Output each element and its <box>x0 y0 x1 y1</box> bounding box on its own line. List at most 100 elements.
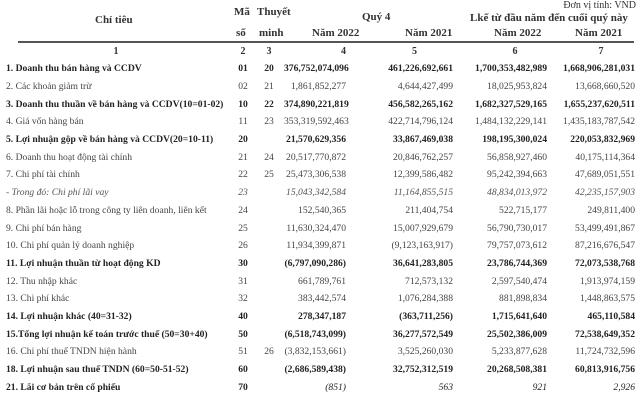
ytd-2021-value: 40,175,114,364 <box>575 151 635 163</box>
row-note <box>254 308 284 326</box>
row-code: 70 <box>238 381 248 393</box>
row-note <box>254 202 284 220</box>
ytd-2021-value: 1,668,906,281,031 <box>563 63 635 75</box>
spacer-cell <box>635 272 640 290</box>
row-label: 12. Thu nhập khác <box>6 275 78 287</box>
q4-2021-value: 36,277,572,549 <box>393 328 453 340</box>
row-note <box>254 131 284 149</box>
ytd-2021-value: 2,926 <box>613 381 635 393</box>
q4-2021-value: (363,711,256) <box>399 310 453 322</box>
q4-2021-value: 3,525,260,030 <box>397 346 453 358</box>
spacer-cell <box>635 308 640 326</box>
row-label: 9. Chi phí bán hàng <box>6 222 82 234</box>
ytd-2021-value: 72,073,538,768 <box>575 257 635 269</box>
row-code: 26 <box>238 240 248 252</box>
row-label: 21. Lãi cơ bản trên cổ phiếu <box>6 381 121 393</box>
q4-2022-value: (6,797,090,286) <box>284 257 346 269</box>
header-so: số <box>236 27 246 39</box>
spacer-cell <box>635 113 640 131</box>
q4-2022-value: 374,890,221,819 <box>284 98 349 110</box>
row-label: 16. Chi phí thuế TNDN hiện hành <box>6 346 137 358</box>
q4-2021-value: 12,399,586,482 <box>393 169 453 181</box>
row-label: 18. Lợi nhuận sau thuế TNDN (60=50-51-52… <box>6 364 189 376</box>
table-row: 2. Các khoản giảm trừ 02 21 1,861,852,277 4,… <box>0 78 640 96</box>
q4-2022-value: 11,934,399,871 <box>286 240 346 252</box>
row-code: 02 <box>238 81 248 93</box>
row-label: 10. Chi phí quản lý doanh nghiệp <box>6 240 135 252</box>
row-code: 22 <box>238 169 248 181</box>
ytd-2021-value: 13,668,660,520 <box>575 81 635 93</box>
table-row: 13. Chi phí khác 32 383,442,574 1,076,284,3… <box>0 290 640 308</box>
row-code: 20 <box>238 134 248 146</box>
ytd-2022-value: 5,233,877,628 <box>491 346 547 358</box>
table-row: 4. Giá vốn hàng bán 11 23 353,319,592,463 42… <box>0 113 640 131</box>
ytd-2022-value: 198,195,300,024 <box>482 134 547 146</box>
ytd-2022-value: 1,715,641,640 <box>491 310 547 322</box>
index-row: 1 2 3 4 5 6 7 <box>0 42 640 60</box>
row-code: 50 <box>238 328 248 340</box>
q4-2021-value: 422,714,796,124 <box>388 116 453 128</box>
table-row: - Trong đó: Chi phí lãi vay 23 15,043,342,… <box>0 184 640 202</box>
table-row: 6. Doanh thu hoạt động tài chính 21 24 20,5… <box>0 148 640 166</box>
row-note <box>254 361 284 379</box>
row-note <box>254 219 284 237</box>
q4-2021-value: 461,226,692,661 <box>388 63 453 75</box>
header-y-2021: Năm 2021 <box>575 27 623 39</box>
ytd-2021-value: 72,538,649,352 <box>575 328 635 340</box>
ytd-2021-value: 1,913,974,159 <box>579 275 635 287</box>
q4-2022-value: 25,473,306,538 <box>286 169 346 181</box>
ytd-2021-value: 1,435,183,787,542 <box>563 116 635 128</box>
table-row: 21. Lãi cơ bản trên cổ phiếu 70 (851) 563 92… <box>0 378 640 396</box>
q4-2022-value: (6,518,743,099) <box>284 328 346 340</box>
q4-2022-value: 11,630,324,470 <box>286 222 346 234</box>
q4-2021-value: 563 <box>438 381 453 393</box>
header-q-2022: Năm 2022 <box>312 27 360 39</box>
ytd-2022-value: 56,790,730,017 <box>487 222 547 234</box>
ytd-2021-value: 47,689,051,551 <box>575 169 635 181</box>
header-thuyet: Thuyết <box>257 6 291 18</box>
income-statement-table: 1 2 3 4 5 6 7 1. Doanh thu bán hàng và C… <box>0 42 640 396</box>
row-label: 14. Lợi nhuận khác (40=31-32) <box>6 310 132 322</box>
index-cell: 3 <box>266 45 272 57</box>
row-label: 3. Doanh thu thuần về bán hàng và CCDV(1… <box>6 98 224 110</box>
row-note: 22 <box>264 98 274 110</box>
row-code: 10 <box>238 98 248 110</box>
row-label: 1. Doanh thu bán hàng và CCDV <box>6 63 142 75</box>
ytd-2021-value: 87,216,676,547 <box>575 240 635 252</box>
spacer-cell <box>635 202 640 220</box>
row-label: 7. Chi phí tài chính <box>6 169 80 181</box>
q4-2022-value: 15,043,342,584 <box>286 187 346 199</box>
ytd-2021-value: 465,110,584 <box>587 310 635 322</box>
spacer-cell <box>635 131 640 149</box>
q4-2021-value: 11,164,855,515 <box>393 187 453 199</box>
q4-2022-value: 1,861,852,277 <box>290 81 346 93</box>
ytd-2022-value: 20,268,508,381 <box>487 364 547 376</box>
spacer-cell <box>635 325 640 343</box>
ytd-2021-value: 1,655,237,620,511 <box>563 98 635 110</box>
ytd-2021-value: 60,813,916,756 <box>575 364 635 376</box>
row-note: 26 <box>264 346 274 358</box>
q4-2021-value: 456,582,265,162 <box>388 98 453 110</box>
spacer-cell <box>635 219 640 237</box>
ytd-2021-value: 249,811,400 <box>587 204 635 216</box>
row-note: 21 <box>264 81 274 93</box>
row-code: 01 <box>238 63 248 75</box>
spacer-cell <box>635 60 640 78</box>
row-code: 60 <box>238 364 248 376</box>
spacer-cell <box>635 42 640 60</box>
ytd-2021-value: 11,724,732,596 <box>575 346 635 358</box>
table-row: 12. Thu nhập khác 31 661,789,761 712,573,13… <box>0 272 640 290</box>
table-row: 8. Phần lãi hoặc lỗ trong công ty liên d… <box>0 202 640 220</box>
table-row: 9. Chi phí bán hàng 25 11,630,324,470 15,00… <box>0 219 640 237</box>
q4-2021-value: 36,641,283,805 <box>393 257 453 269</box>
table-row: 18. Lợi nhuận sau thuế TNDN (60=50-51-52… <box>0 361 640 379</box>
row-code: 30 <box>238 257 248 269</box>
row-note <box>254 184 284 202</box>
ytd-2022-value: 881,898,834 <box>499 293 547 305</box>
header-ytd: Lkế từ đầu năm đến cuối quý này <box>470 12 628 24</box>
row-code: 31 <box>238 275 248 287</box>
header-y-2022: Năm 2022 <box>494 27 542 39</box>
spacer-cell <box>635 361 640 379</box>
index-cell: 2 <box>240 45 246 57</box>
header-minh: minh <box>259 27 284 39</box>
